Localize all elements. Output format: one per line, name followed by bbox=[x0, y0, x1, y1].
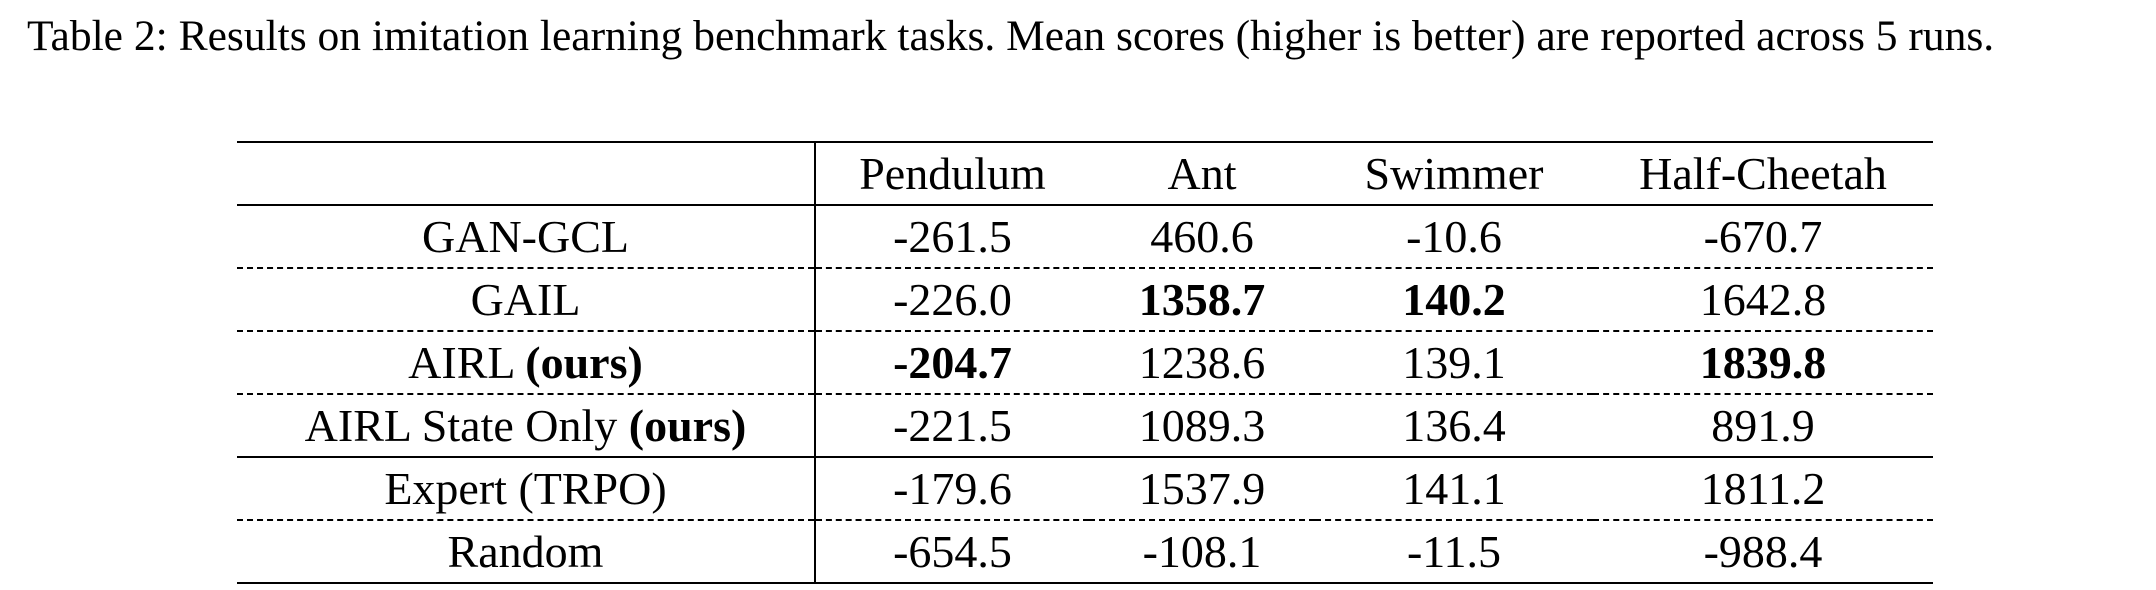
score-cell-half-cheetah: 1811.2 bbox=[1593, 457, 1933, 521]
score-cell-swimmer: 141.1 bbox=[1315, 457, 1593, 521]
score-cell-pendulum: -261.5 bbox=[815, 205, 1089, 269]
score-cell-ant: 1089.3 bbox=[1089, 394, 1315, 458]
header-cell-method bbox=[237, 141, 816, 206]
table-caption: Table 2: Results on imitation learning b… bbox=[27, 12, 1995, 60]
score-cell-pendulum: -654.5 bbox=[815, 520, 1089, 584]
method-name: GAN-GCL bbox=[422, 210, 629, 262]
method-name: AIRL State Only bbox=[304, 399, 629, 451]
score-cell-half-cheetah: -988.4 bbox=[1593, 520, 1933, 584]
score-cell-swimmer: 136.4 bbox=[1315, 394, 1593, 458]
method-name: Expert (TRPO) bbox=[384, 462, 667, 514]
table-row: Random -654.5 -108.1 -11.5 -988.4 bbox=[237, 520, 1933, 584]
method-suffix: (ours) bbox=[628, 399, 747, 451]
score-cell-half-cheetah: -670.7 bbox=[1593, 205, 1933, 269]
header-cell-half-cheetah: Half-Cheetah bbox=[1593, 141, 1933, 206]
score-cell-ant: 1537.9 bbox=[1089, 457, 1315, 521]
table-row: AIRL (ours) -204.7 1238.6 139.1 1839.8 bbox=[237, 331, 1933, 395]
score-cell-ant: 460.6 bbox=[1089, 205, 1315, 269]
method-cell: Expert (TRPO) bbox=[237, 457, 816, 521]
score-cell-pendulum: -226.0 bbox=[815, 268, 1089, 332]
score-cell-swimmer: 139.1 bbox=[1315, 331, 1593, 395]
method-cell: AIRL State Only (ours) bbox=[237, 394, 816, 458]
table-body: GAN-GCL -261.5 460.6 -10.6 -670.7 GAIL -226.0 1… bbox=[237, 205, 1933, 584]
score-cell-half-cheetah: 1642.8 bbox=[1593, 268, 1933, 332]
score-cell-ant: 1358.7 bbox=[1089, 268, 1315, 332]
score-cell-ant: 1238.6 bbox=[1089, 331, 1315, 395]
results-table: Pendulum Ant Swimmer Half-Cheetah GAN-GC… bbox=[237, 141, 1933, 584]
score-cell-pendulum: -204.7 bbox=[815, 331, 1089, 395]
method-cell: GAN-GCL bbox=[237, 205, 816, 269]
score-cell-pendulum: -221.5 bbox=[815, 394, 1089, 458]
header-cell-swimmer: Swimmer bbox=[1315, 141, 1593, 206]
score-cell-swimmer: -11.5 bbox=[1315, 520, 1593, 584]
score-cell-half-cheetah: 891.9 bbox=[1593, 394, 1933, 458]
score-cell-swimmer: 140.2 bbox=[1315, 268, 1593, 332]
score-cell-ant: -108.1 bbox=[1089, 520, 1315, 584]
method-suffix: (ours) bbox=[525, 336, 643, 388]
score-cell-pendulum: -179.6 bbox=[815, 457, 1089, 521]
table-row: Expert (TRPO) -179.6 1537.9 141.1 1811.2 bbox=[237, 457, 1933, 521]
method-name: Random bbox=[447, 525, 604, 577]
header-row: Pendulum Ant Swimmer Half-Cheetah bbox=[237, 141, 1933, 206]
method-cell: Random bbox=[237, 520, 816, 584]
table-row: GAIL -226.0 1358.7 140.2 1642.8 bbox=[237, 268, 1933, 332]
header-cell-pendulum: Pendulum bbox=[815, 141, 1089, 206]
results-table-container: Pendulum Ant Swimmer Half-Cheetah GAN-GC… bbox=[237, 141, 1933, 584]
method-cell: AIRL (ours) bbox=[237, 331, 816, 395]
method-name: GAIL bbox=[470, 273, 581, 325]
method-cell: GAIL bbox=[237, 268, 816, 332]
method-name: AIRL bbox=[408, 336, 526, 388]
header-cell-ant: Ant bbox=[1089, 141, 1315, 206]
table-row: AIRL State Only (ours) -221.5 1089.3 136.4 8… bbox=[237, 394, 1933, 458]
score-cell-half-cheetah: 1839.8 bbox=[1593, 331, 1933, 395]
table-row: GAN-GCL -261.5 460.6 -10.6 -670.7 bbox=[237, 205, 1933, 269]
score-cell-swimmer: -10.6 bbox=[1315, 205, 1593, 269]
